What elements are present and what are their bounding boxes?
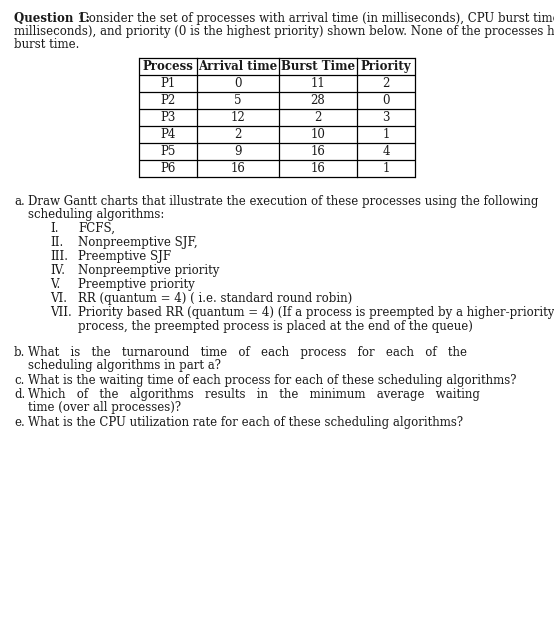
Text: time (over all processes)?: time (over all processes)? <box>28 401 181 414</box>
Text: e.: e. <box>14 416 25 429</box>
Text: Nonpreemptive SJF,: Nonpreemptive SJF, <box>78 236 198 249</box>
Text: 10: 10 <box>311 128 325 141</box>
Text: RR (quantum = 4) ( i.e. standard round robin): RR (quantum = 4) ( i.e. standard round r… <box>78 292 352 305</box>
Text: 3: 3 <box>382 111 390 124</box>
Text: Draw Gantt charts that illustrate the execution of these processes using the fol: Draw Gantt charts that illustrate the ex… <box>28 195 538 208</box>
Text: Priority based RR (quantum = 4) (If a process is preempted by a higher-priority: Priority based RR (quantum = 4) (If a pr… <box>78 306 554 319</box>
Text: Process: Process <box>142 60 193 73</box>
Text: 2: 2 <box>234 128 242 141</box>
Text: Which   of   the   algorithms   results   in   the   minimum   average   waiting: Which of the algorithms results in the m… <box>28 388 480 401</box>
Text: Preemptive SJF: Preemptive SJF <box>78 250 171 263</box>
Text: Arrival time: Arrival time <box>198 60 278 73</box>
Text: d.: d. <box>14 388 25 401</box>
Text: P1: P1 <box>160 77 176 90</box>
Text: 0: 0 <box>382 94 390 107</box>
Text: burst time.: burst time. <box>14 38 79 51</box>
Text: scheduling algorithms in part a?: scheduling algorithms in part a? <box>28 359 221 372</box>
Text: 9: 9 <box>234 145 242 158</box>
Text: scheduling algorithms:: scheduling algorithms: <box>28 208 165 221</box>
Text: Priority: Priority <box>361 60 411 73</box>
Text: Consider the set of processes with arrival time (in milliseconds), CPU burst tim: Consider the set of processes with arriv… <box>76 12 554 25</box>
Text: VI.: VI. <box>50 292 67 305</box>
Text: 0: 0 <box>234 77 242 90</box>
Text: VII.: VII. <box>50 306 72 319</box>
Text: 16: 16 <box>311 162 325 175</box>
Text: 2: 2 <box>382 77 389 90</box>
Text: P4: P4 <box>160 128 176 141</box>
Text: 4: 4 <box>382 145 390 158</box>
Text: 1: 1 <box>382 162 389 175</box>
Text: P3: P3 <box>160 111 176 124</box>
Text: III.: III. <box>50 250 68 263</box>
Text: P6: P6 <box>160 162 176 175</box>
Text: What is the waiting time of each process for each of these scheduling algorithms: What is the waiting time of each process… <box>28 374 516 387</box>
Text: P2: P2 <box>160 94 176 107</box>
Text: Preemptive priority: Preemptive priority <box>78 278 195 291</box>
Text: 1: 1 <box>382 128 389 141</box>
Text: P5: P5 <box>160 145 176 158</box>
Text: IV.: IV. <box>50 264 65 277</box>
Text: What is the CPU utilization rate for each of these scheduling algorithms?: What is the CPU utilization rate for eac… <box>28 416 463 429</box>
Text: 5: 5 <box>234 94 242 107</box>
Text: 28: 28 <box>311 94 325 107</box>
Text: b.: b. <box>14 346 25 359</box>
Text: 12: 12 <box>230 111 245 124</box>
Text: FCFS,: FCFS, <box>78 222 115 235</box>
Text: c.: c. <box>14 374 24 387</box>
Text: Question 1:: Question 1: <box>14 12 90 25</box>
Text: process, the preempted process is placed at the end of the queue): process, the preempted process is placed… <box>78 320 473 333</box>
Text: 11: 11 <box>311 77 325 90</box>
Text: Nonpreemptive priority: Nonpreemptive priority <box>78 264 219 277</box>
Text: milliseconds), and priority (0 is the highest priority) shown below. None of the: milliseconds), and priority (0 is the hi… <box>14 25 554 38</box>
Text: 2: 2 <box>314 111 322 124</box>
Text: Burst Time: Burst Time <box>281 60 355 73</box>
Text: V.: V. <box>50 278 60 291</box>
Text: 16: 16 <box>311 145 325 158</box>
Text: What   is   the   turnaround   time   of   each   process   for   each   of   th: What is the turnaround time of each proc… <box>28 346 467 359</box>
Text: 16: 16 <box>230 162 245 175</box>
Text: I.: I. <box>50 222 59 235</box>
Text: a.: a. <box>14 195 25 208</box>
Text: II.: II. <box>50 236 63 249</box>
